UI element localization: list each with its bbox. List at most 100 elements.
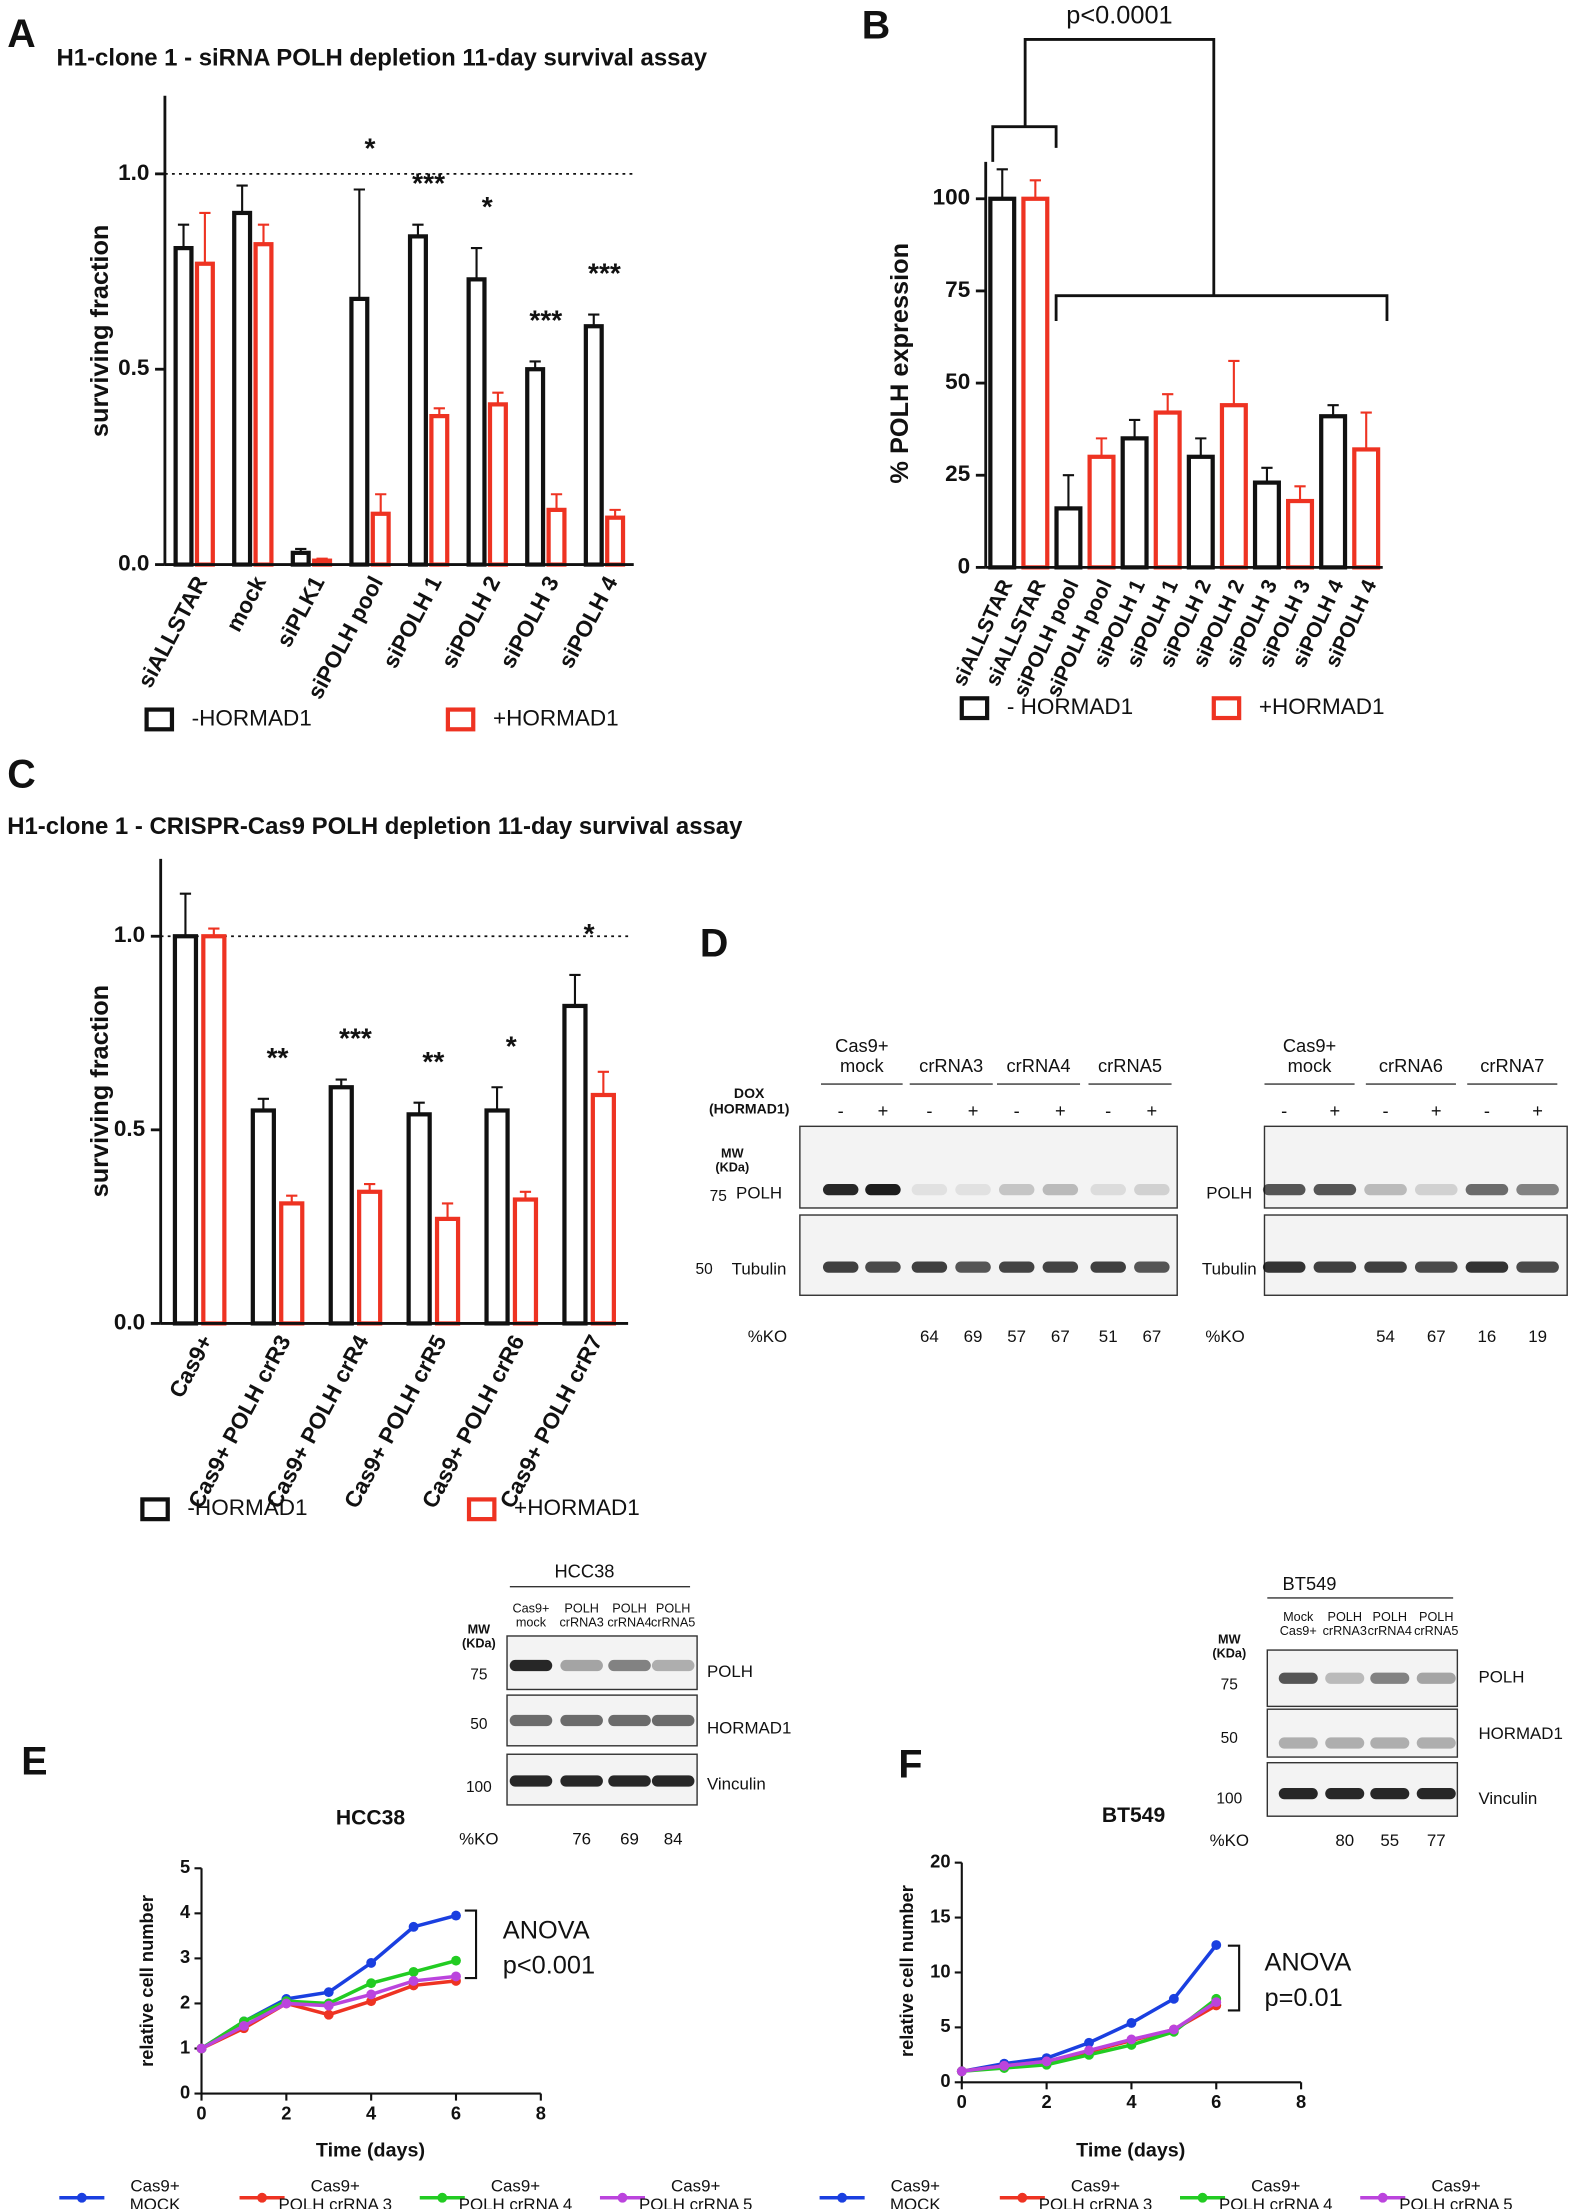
- legend-label: Cas9+ POLH crRNA 4: [459, 2177, 572, 2209]
- significance-label: ***: [588, 258, 621, 289]
- bar: [349, 296, 370, 567]
- x-tick-label: siPLK1: [272, 572, 330, 651]
- text-line: crRNA3: [559, 1616, 603, 1630]
- blot-band: [509, 1775, 553, 1787]
- bar: [194, 261, 215, 567]
- data-point: [281, 1998, 292, 2009]
- x-tick-label: 8: [536, 2102, 546, 2123]
- blot-band: [1416, 1788, 1456, 1800]
- blot-box: [1263, 1214, 1568, 1296]
- blot-band: [608, 1714, 651, 1727]
- significance-label: *: [482, 191, 493, 222]
- bar: [172, 934, 199, 1326]
- anova-label: ANOVA: [1264, 1949, 1351, 1977]
- treatment-sign: -: [1484, 1100, 1490, 1121]
- panel-letter: B: [862, 4, 890, 48]
- x-tick-label: mock: [221, 572, 271, 636]
- x-axis-label: Time (days): [1076, 2139, 1185, 2161]
- lane-header: POLH crRNA5: [651, 1602, 695, 1630]
- blot-band: [509, 1659, 553, 1672]
- blot-band: [560, 1659, 603, 1672]
- mw-marker: 75: [470, 1666, 487, 1683]
- blot-box: [1263, 1125, 1568, 1209]
- text-line: mock: [840, 1055, 885, 1076]
- y-tick-label: 1: [180, 2036, 190, 2057]
- bar: [546, 507, 567, 567]
- y-tick-label: 75: [945, 277, 970, 302]
- lane-header: Cas9+ mock: [1283, 1035, 1336, 1076]
- chart-title: HCC38: [336, 1807, 405, 1830]
- error-bar: [375, 493, 387, 514]
- bar: [1286, 498, 1315, 570]
- treatment-sign: +: [1055, 1100, 1066, 1121]
- error-bar: [1228, 359, 1240, 406]
- line-series: [961, 1997, 1218, 2074]
- blot-band: [608, 1775, 651, 1787]
- treatment-sign: -: [838, 1100, 844, 1121]
- error-bar: [316, 557, 328, 561]
- ko-value: 67: [1142, 1327, 1161, 1346]
- protein-label: Tubulin: [1202, 1259, 1257, 1278]
- x-tick-label: Cas9+: [164, 1331, 218, 1402]
- bar: [279, 1201, 305, 1326]
- y-tick-label: 10: [930, 1960, 950, 1981]
- chart-title: H1-clone 1 - siRNA POLH depletion 11-day…: [57, 44, 708, 71]
- y-axis-label: surviving fraction: [86, 225, 114, 438]
- anova-bracket: [1227, 1944, 1241, 2012]
- x-tick-label: 8: [1296, 2091, 1306, 2112]
- ko-value: 84: [664, 1830, 683, 1849]
- y-tick-label: 100: [933, 185, 971, 210]
- y-tick-label: 25: [945, 461, 970, 486]
- y-tick-label: 4: [180, 1901, 191, 1922]
- bar: [250, 1108, 276, 1326]
- legend-label: Cas9+ POLH crRNA 4: [1219, 2177, 1332, 2209]
- data-point: [451, 1971, 461, 1982]
- y-axis-label: surviving fraction: [86, 985, 114, 1198]
- data-point: [366, 1996, 377, 2007]
- text-line: POLH crRNA 3: [1039, 2196, 1152, 2209]
- text-line: crRNA4: [607, 1616, 651, 1630]
- blot-band: [608, 1659, 651, 1672]
- text-line: MW: [468, 1623, 491, 1637]
- bar: [328, 1085, 354, 1326]
- bar: [512, 1197, 539, 1326]
- panel-letter: A: [7, 12, 35, 56]
- x-tick-label: 2: [1042, 2091, 1052, 2112]
- data-point: [408, 1921, 419, 1932]
- y-tick-label: 1.0: [118, 160, 149, 185]
- error-bar: [597, 1070, 609, 1095]
- text-line: Cas9+: [311, 2177, 360, 2196]
- blot-band: [1042, 1184, 1079, 1196]
- bar: [466, 277, 487, 567]
- error-bar: [433, 407, 445, 417]
- text-line: Cas9+: [130, 2177, 179, 2196]
- legend-label: +HORMAD1: [1259, 694, 1385, 719]
- significance-label: **: [422, 1046, 444, 1077]
- treatment-sign: -: [1014, 1100, 1020, 1121]
- blot-band: [1370, 1788, 1410, 1800]
- mw-label: MW (KDa): [462, 1623, 496, 1651]
- bar: [370, 511, 391, 567]
- text-line: MW: [721, 1147, 744, 1161]
- text-line: Mock: [1283, 1610, 1314, 1624]
- data-point: [1211, 1997, 1222, 2008]
- treatment-sign: -: [1383, 1100, 1389, 1121]
- lane-header: Cas9+ mock: [512, 1602, 549, 1630]
- bar: [1219, 403, 1248, 570]
- blot-band: [1278, 1788, 1318, 1800]
- error-bar: [177, 223, 190, 249]
- significance-label: *: [506, 1030, 517, 1061]
- y-tick-label: 2: [180, 1991, 190, 2012]
- text-line: POLH crRNA 4: [459, 2196, 572, 2209]
- bar: [1054, 506, 1083, 570]
- x-tick-label: 4: [366, 2102, 377, 2123]
- text-line: POLH crRNA 5: [1399, 2196, 1512, 2209]
- blot-box: [799, 1214, 1178, 1296]
- error-bar: [1162, 393, 1174, 413]
- significance-label: *: [584, 918, 595, 949]
- blot-band: [651, 1714, 695, 1727]
- lane-header: crRNA3: [919, 1055, 983, 1076]
- blot-band: [1370, 1737, 1410, 1749]
- treatment-sign: +: [878, 1100, 889, 1121]
